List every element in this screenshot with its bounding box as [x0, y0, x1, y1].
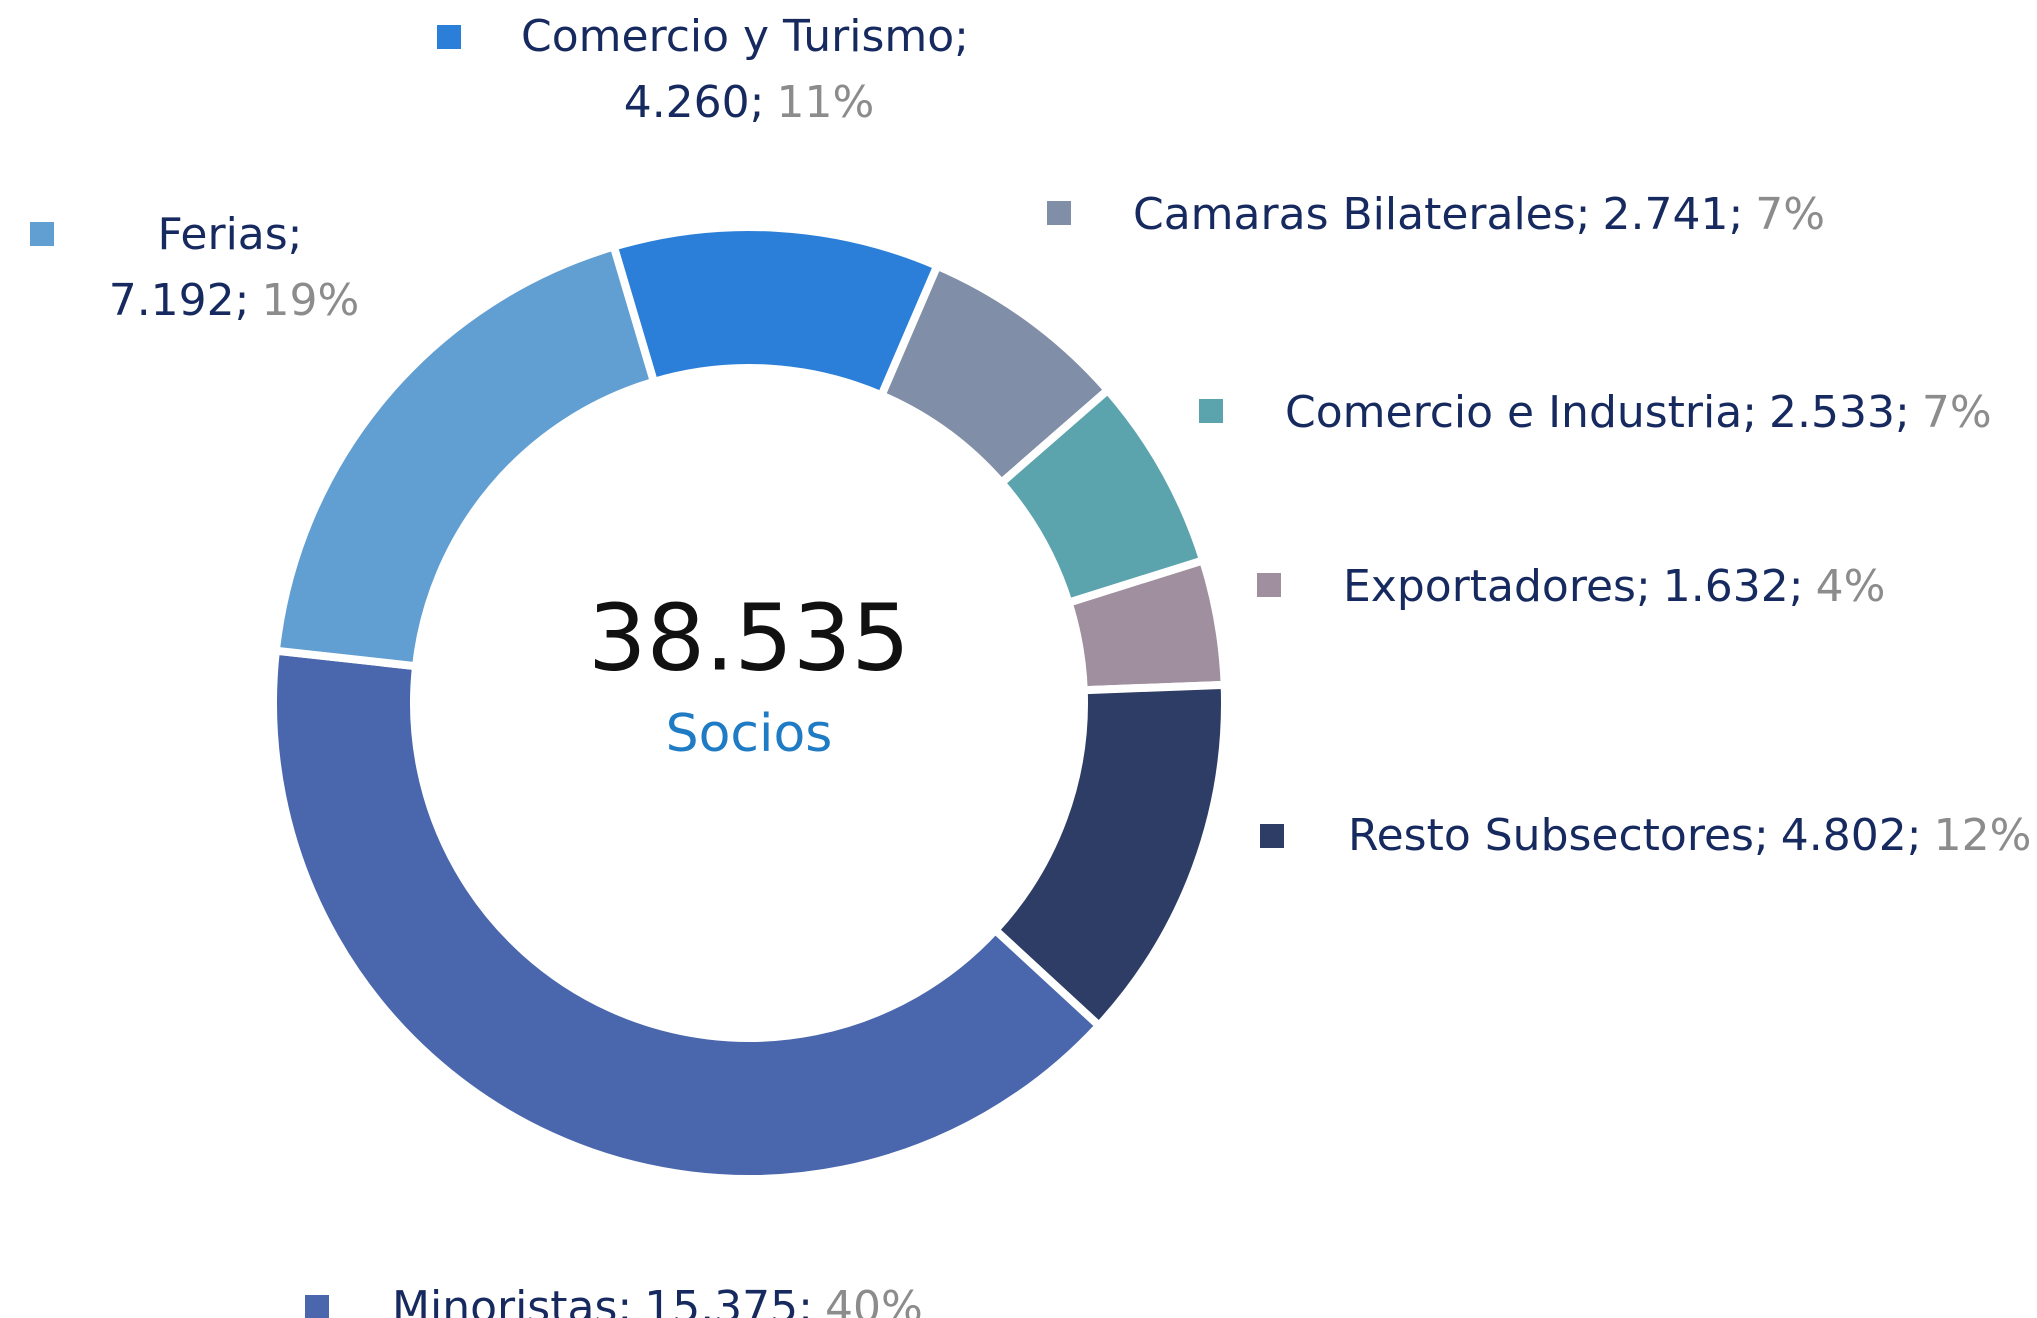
value-label: 2.533;	[1769, 387, 1910, 438]
category-label: Comercio e Industria;	[1285, 387, 1757, 438]
slice-label: Camaras Bilaterales; 2.741; 7%	[1133, 189, 1825, 240]
center-label: Socios	[666, 704, 833, 764]
value-label: 4.802;	[1781, 810, 1922, 861]
slice-label: Exportadores; 1.632; 4%	[1343, 561, 1885, 612]
category-label: Resto Subsectores;	[1348, 810, 1769, 861]
slice-label: Resto Subsectores; 4.802; 12%	[1348, 810, 2031, 861]
slice-label: Comercio e Industria; 2.533; 7%	[1285, 387, 1992, 438]
percent-label: 12%	[1934, 810, 2032, 861]
percent-label: 7%	[1922, 387, 1992, 438]
slice-label: 7.192; 19%	[109, 275, 360, 326]
percent-label: 11%	[777, 77, 875, 128]
value-label: 7.192;	[109, 275, 250, 326]
value-label: 2.741;	[1603, 189, 1744, 240]
slice-label: Ferias;	[158, 209, 303, 260]
legend-swatch	[437, 25, 461, 49]
percent-label: 4%	[1816, 561, 1886, 612]
category-label: Exportadores;	[1343, 561, 1651, 612]
legend-swatch	[1260, 824, 1284, 848]
legend-swatch	[1047, 201, 1071, 225]
percent-label: 40%	[825, 1282, 923, 1318]
percent-label: 7%	[1755, 189, 1825, 240]
legend-swatch	[1257, 573, 1281, 597]
value-label: 15.375;	[644, 1282, 813, 1318]
center-total: 38.535	[588, 584, 910, 691]
donut-slice	[271, 241, 659, 671]
legend-swatch	[1199, 399, 1223, 423]
slice-label: Comercio y Turismo;	[521, 11, 969, 62]
value-label: 4.260;	[624, 77, 765, 128]
category-label: Minoristas;	[392, 1282, 632, 1318]
percent-label: 19%	[262, 275, 360, 326]
donut-slice	[269, 646, 1105, 1183]
slice-label: Minoristas; 15.375; 40%	[392, 1282, 923, 1318]
category-label: Camaras Bilaterales;	[1133, 189, 1591, 240]
value-label: 1.632;	[1663, 561, 1804, 612]
slice-label: 4.260; 11%	[624, 77, 875, 128]
legend-swatch	[305, 1295, 329, 1318]
legend-swatch	[30, 222, 54, 246]
